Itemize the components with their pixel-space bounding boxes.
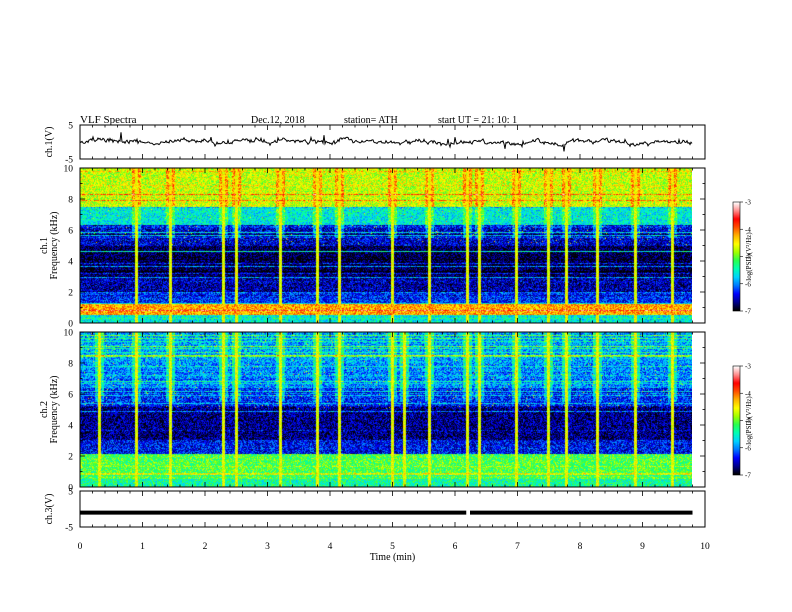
colorbar-tick-label: -7	[745, 472, 751, 480]
panel-frame-3	[79, 331, 706, 488]
y-axis-label: ch.1(V)	[44, 127, 55, 158]
colorbar-tick-label: -6	[745, 280, 751, 288]
colorbar-tick-label: -3	[745, 363, 751, 371]
start-time-label: start UT = 21: 10: 1	[438, 115, 518, 126]
y-tick-label: 8	[68, 360, 73, 370]
colorbar-tick-label: -5	[745, 417, 751, 425]
y-tick-label: 4	[68, 422, 73, 432]
colorbar-frame	[732, 201, 741, 312]
x-tick-label: 1	[140, 542, 145, 552]
colorbar-tick-label: -4	[745, 226, 751, 234]
y-tick-label: 2	[68, 453, 73, 463]
x-tick-label: 10	[700, 542, 710, 552]
y-axis-label: ch.2	[39, 401, 50, 418]
y-tick-label: 8	[68, 196, 73, 206]
colorbar-label: log(PSD)(V²/Hz)	[745, 232, 753, 281]
ch1-waveform-trace	[79, 132, 693, 152]
colorbar-tick-label: -5	[745, 253, 751, 261]
figure-title: VLF Spectra	[80, 114, 137, 126]
panel-frame-4	[79, 490, 706, 528]
y-tick-label: 4	[68, 258, 73, 268]
colorbar-tick-label: -6	[745, 444, 751, 452]
x-axis-title: Time (min)	[370, 552, 415, 563]
y-tick-label: 10	[64, 329, 74, 339]
x-tick-label: 5	[390, 542, 395, 552]
x-tick-label: 3	[265, 542, 270, 552]
station-label: station= ATH	[344, 115, 398, 126]
ch1-colorbar	[733, 202, 740, 311]
date-label: Dec.12, 2018	[251, 115, 305, 126]
x-tick-label: 9	[640, 542, 645, 552]
ch1-spectrogram-image	[80, 168, 692, 323]
y-tick-label: 10	[64, 165, 74, 175]
y-axis-label: ch.3(V)	[44, 494, 55, 525]
colorbar-tick-label: -7	[745, 308, 751, 316]
x-tick-label: 4	[328, 542, 333, 552]
colorbar-tick-label: -4	[745, 390, 751, 398]
y-tick-label: 2	[68, 289, 73, 299]
x-tick-label: 0	[78, 542, 83, 552]
panel-frame-2	[79, 167, 706, 324]
y-tick-label: 0	[68, 484, 73, 494]
y-tick-label: 5	[68, 122, 73, 132]
y-axis-label: Frequency (kHz)	[49, 211, 60, 279]
y-axis-label: ch.1	[39, 237, 50, 254]
y-tick-label: -5	[65, 524, 73, 534]
colorbar-label: log(PSD)(V²/Hz)	[745, 396, 753, 445]
ch2-spectrogram-image	[80, 332, 692, 487]
y-axis-label: Frequency (kHz)	[49, 375, 60, 443]
x-tick-label: 8	[578, 542, 583, 552]
x-tick-label: 7	[515, 542, 520, 552]
x-tick-label: 6	[453, 542, 458, 552]
x-tick-label: 2	[203, 542, 208, 552]
y-tick-label: 6	[68, 227, 73, 237]
ch2-colorbar	[733, 366, 740, 475]
y-tick-label: -5	[65, 156, 73, 166]
y-tick-label: 6	[68, 391, 73, 401]
colorbar-frame	[732, 365, 741, 476]
y-tick-label: 5	[68, 488, 73, 498]
y-tick-label: 0	[68, 320, 73, 330]
colorbar-tick-label: -3	[745, 199, 751, 207]
